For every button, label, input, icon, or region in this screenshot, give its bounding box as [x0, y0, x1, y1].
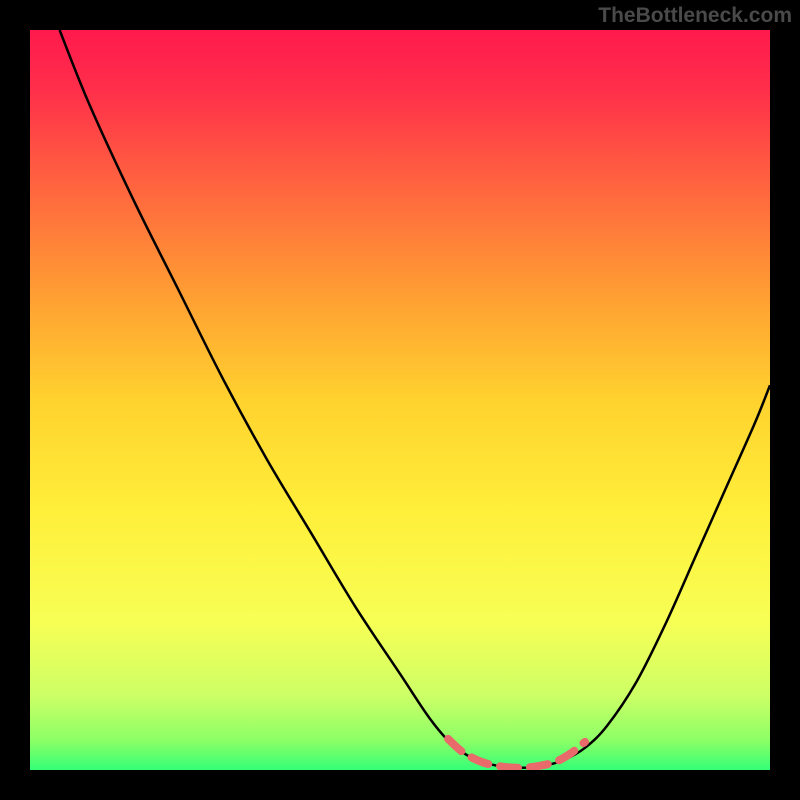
marker-path [448, 739, 585, 768]
chart-container: TheBottleneck.com [0, 0, 800, 800]
optimal-markers [30, 30, 770, 770]
watermark: TheBottleneck.com [598, 4, 792, 28]
plot-area [30, 30, 770, 770]
